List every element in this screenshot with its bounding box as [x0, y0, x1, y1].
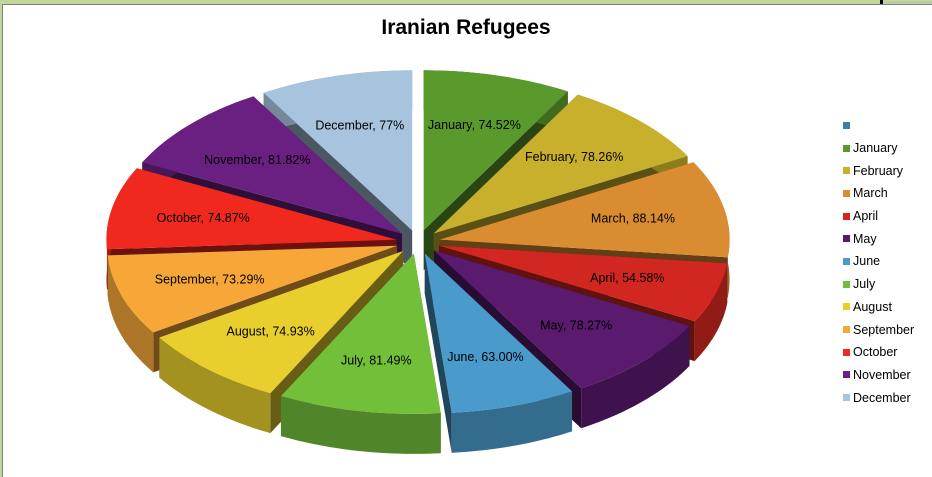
data-label: November, 81.82%	[204, 153, 310, 167]
data-label: March, 88.14%	[591, 211, 675, 225]
chart-legend[interactable]: January February March April May June July Augu…	[843, 114, 914, 409]
legend-swatch	[843, 326, 850, 334]
data-label: October, 74.87%	[157, 211, 250, 225]
data-label: December, 77%	[315, 118, 404, 132]
legend-label: October	[853, 345, 898, 360]
legend-swatch	[843, 257, 850, 265]
data-label: September, 73.29%	[155, 273, 265, 287]
data-label: May, 78.27%	[540, 319, 612, 333]
legend-item-november[interactable]: November	[843, 364, 914, 387]
pie-slice-june[interactable]: June, 63.00%	[424, 253, 573, 453]
legend-item-august[interactable]: August	[843, 296, 914, 319]
legend-swatch	[843, 212, 850, 220]
column-divider	[880, 0, 883, 4]
legend-swatch	[843, 348, 850, 356]
legend-item-april[interactable]: April	[843, 205, 914, 228]
legend-swatch	[843, 144, 850, 152]
legend-swatch	[843, 121, 850, 129]
chart-title: Iranian Refugees	[381, 16, 551, 39]
legend-swatch	[843, 189, 850, 197]
legend-label: August	[853, 299, 892, 314]
legend-swatch	[843, 235, 850, 243]
legend-swatch	[843, 303, 850, 311]
data-label: April, 54.58%	[590, 271, 664, 285]
pie-slice-july[interactable]: July, 81.49%	[280, 253, 441, 454]
spreadsheet-column-band	[0, 0, 932, 4]
legend-label: March	[853, 186, 888, 201]
legend-label: April	[853, 209, 879, 224]
legend-label: July	[853, 277, 876, 292]
legend-item-july[interactable]: July	[843, 273, 914, 296]
legend-label: November	[853, 367, 911, 382]
data-label: June, 63.00%	[447, 350, 523, 364]
legend-label: May	[853, 231, 877, 246]
legend-label: February	[853, 163, 904, 178]
legend-item-december[interactable]: December	[843, 386, 914, 409]
spreadsheet-row-band	[0, 4, 2, 477]
legend-swatch	[843, 167, 850, 175]
data-label: July, 81.49%	[341, 354, 412, 368]
legend-item-january[interactable]: January	[843, 137, 914, 160]
legend-label: December	[853, 390, 911, 405]
legend-label: June	[853, 254, 881, 269]
legend-swatch	[843, 280, 850, 288]
data-label: August, 74.93%	[226, 324, 314, 338]
legend-label: September	[853, 322, 915, 337]
legend-item-june[interactable]: June	[843, 250, 914, 273]
legend-item-march[interactable]: March	[843, 182, 914, 205]
spreadsheet-gridline	[883, 2, 932, 3]
legend-item-september[interactable]: September	[843, 318, 914, 341]
legend-item-february[interactable]: February	[843, 159, 914, 182]
legend-item-may[interactable]: May	[843, 227, 914, 250]
legend-swatch	[843, 394, 850, 402]
data-label: January, 74.52%	[428, 118, 521, 132]
legend-swatch	[843, 371, 850, 379]
legend-item-blank[interactable]	[843, 114, 914, 137]
data-label: February, 78.26%	[525, 150, 623, 164]
legend-label: January	[853, 141, 898, 156]
legend-item-october[interactable]: October	[843, 341, 914, 364]
